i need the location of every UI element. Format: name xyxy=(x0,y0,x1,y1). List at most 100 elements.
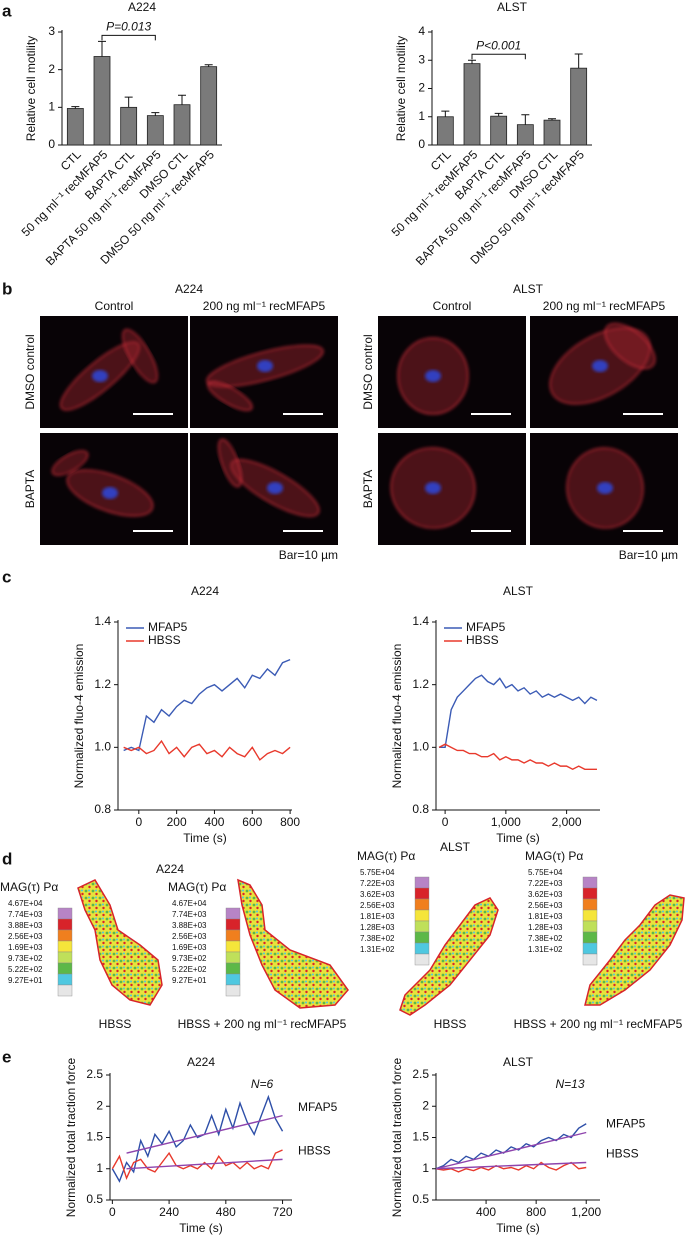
cell-map xyxy=(237,878,349,1009)
cell-map xyxy=(399,897,499,1016)
scale-swatch xyxy=(57,918,73,931)
scale-label: 9.27E+01 xyxy=(172,976,207,985)
x-tick-label: 1,200 xyxy=(571,1205,601,1219)
scale-label: 3.88E+03 xyxy=(8,921,43,930)
scale-label: 2.56E+03 xyxy=(528,901,563,910)
group-title: ALST xyxy=(513,282,544,296)
nucleus xyxy=(92,370,108,382)
scale-label: 9.27E+01 xyxy=(8,976,43,985)
error-bar xyxy=(574,53,583,69)
scale-swatch xyxy=(582,920,598,933)
row-label: BAPTA xyxy=(23,470,37,508)
legend-label: HBSS xyxy=(148,633,181,647)
cell xyxy=(604,323,656,369)
x-tick-label: 480 xyxy=(216,1205,236,1219)
nucleus xyxy=(102,487,118,499)
y-tick-label: 0.8 xyxy=(94,802,111,816)
scale-swatch xyxy=(582,876,598,889)
error-bar xyxy=(178,94,186,105)
x-tick-label: 400 xyxy=(204,815,224,829)
error-bar xyxy=(494,112,503,117)
scale-swatch xyxy=(414,920,430,933)
chart-title: ALST xyxy=(503,584,534,598)
y-tick-label: 0.5 xyxy=(86,1192,103,1206)
scale-swatch xyxy=(414,876,430,889)
nucleus xyxy=(267,482,283,494)
scale-swatch xyxy=(225,929,241,942)
y-tick-label: 2 xyxy=(96,1098,103,1112)
bar xyxy=(490,115,508,146)
scale-swatch xyxy=(582,909,598,922)
scale-swatch xyxy=(225,973,241,986)
error-bar xyxy=(98,40,106,57)
scale-label: 1.69E+03 xyxy=(8,943,43,952)
scale-title: MAG(τ) Pα xyxy=(168,880,226,894)
scale-swatch xyxy=(225,962,241,975)
series-line xyxy=(123,658,291,752)
trend-line xyxy=(435,1131,587,1170)
error-bar xyxy=(548,118,556,121)
cell-map xyxy=(584,894,685,1006)
y-axis-label: Normalized fluo-4 emission xyxy=(72,644,86,789)
legend-label: HBSS xyxy=(466,633,499,647)
y-tick-label: 1.4 xyxy=(412,614,429,628)
bar xyxy=(120,106,138,146)
nucleus xyxy=(257,360,273,372)
scale-label: 4.67E+04 xyxy=(8,899,43,908)
nucleus xyxy=(592,360,608,372)
bar xyxy=(570,67,588,146)
scale-swatch xyxy=(57,962,73,975)
y-tick-label: 0 xyxy=(418,137,425,151)
y-tick-label: 3 xyxy=(418,52,425,66)
column-header: Control xyxy=(433,299,472,313)
scale-note: Bar=10 µm xyxy=(279,548,338,562)
x-axis-label: Time (s) xyxy=(496,1221,540,1235)
scale-swatch xyxy=(57,973,73,986)
x-tick-label: 200 xyxy=(167,815,187,829)
scale-swatch xyxy=(225,951,241,964)
y-tick-label: 3 xyxy=(48,24,55,38)
scale-label: 5.22E+02 xyxy=(8,965,43,974)
y-tick-label: 1.5 xyxy=(86,1130,103,1144)
scale-swatch xyxy=(582,931,598,944)
scale-label: 5.75E+04 xyxy=(528,868,563,877)
legend-label: HBSS xyxy=(606,1147,639,1161)
scale-label: 7.22E+03 xyxy=(528,879,563,888)
scale-label: 9.73E+02 xyxy=(8,954,43,963)
scale-swatch xyxy=(414,931,430,944)
chart-title: A224 xyxy=(191,584,219,598)
map-label: HBSS + 200 ng ml⁻¹ recMFAP5 xyxy=(178,1017,347,1031)
x-tick-label: 800 xyxy=(526,1205,546,1219)
cell-map xyxy=(77,879,163,1006)
panel-label: b xyxy=(2,279,12,298)
scale-title: MAG(τ) Pα xyxy=(357,849,415,863)
scale-swatch xyxy=(582,898,598,911)
scale-title: MAG(τ) Pα xyxy=(525,849,583,863)
scale-label: 7.38E+02 xyxy=(528,934,563,943)
error-bar xyxy=(71,106,80,109)
scale-label: 1.28E+03 xyxy=(528,923,563,932)
bar xyxy=(146,115,164,146)
scale-label: 1.31E+02 xyxy=(528,945,563,954)
y-axis-label: Relative cell motility xyxy=(394,36,408,141)
map-label: HBSS + 200 ng ml⁻¹ recMFAP5 xyxy=(514,1017,683,1031)
scale-label: 3.62E+03 xyxy=(528,890,563,899)
panel-label: a xyxy=(2,1,12,20)
x-tick-label: 0 xyxy=(109,1205,116,1219)
y-tick-label: 1.0 xyxy=(412,740,429,754)
cell xyxy=(122,329,158,383)
y-tick-label: 2 xyxy=(418,81,425,95)
scale-label: 1.28E+03 xyxy=(360,923,395,932)
trend-line xyxy=(435,1161,587,1170)
series-line xyxy=(435,1123,587,1170)
y-axis-label: Relative cell motility xyxy=(24,36,38,141)
scale-label: 5.22E+02 xyxy=(172,965,207,974)
error-bar xyxy=(151,112,160,116)
series-line xyxy=(123,739,291,761)
column-header: 200 ng ml⁻¹ recMFAP5 xyxy=(203,299,326,313)
chart-title: A224 xyxy=(187,1055,215,1069)
x-tick-label: 1,000 xyxy=(491,815,521,829)
cell xyxy=(218,438,242,488)
